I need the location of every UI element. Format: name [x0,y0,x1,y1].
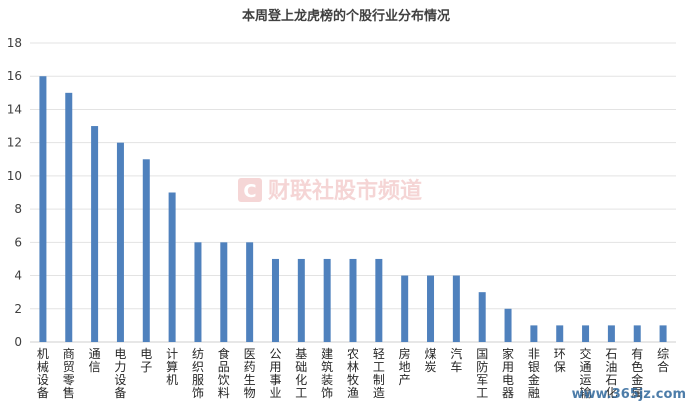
x-tick-label: 有色金属 [631,347,643,400]
bar [168,192,176,342]
bar [297,258,305,342]
x-tick-label: 公用事业 [269,347,281,400]
bar [478,292,486,342]
x-tick-label: 食品饮料 [218,346,230,400]
bar [116,142,124,342]
bar [633,325,641,342]
x-tick-label: 房地产 [399,346,411,387]
x-tick-label: 环保 [554,347,566,374]
x-tick-label: 煤炭 [425,347,437,374]
bar [607,325,615,342]
x-tick-label: 医药生物 [244,347,256,400]
x-tick-label: 通信 [89,347,101,374]
x-tick-label: 轻工制造 [373,347,385,400]
x-tick-label: 计算机 [166,347,178,387]
bar [220,242,228,342]
y-tick-label: 6 [14,235,22,249]
chart-title: 本周登上龙虎榜的个股行业分布情况 [242,8,450,24]
x-tick-label: 汽车 [450,346,462,374]
y-axis: 0 2 4 6 8 10 12 14 16 18 [7,36,22,349]
x-axis: 机械设备 商贸零售 通信 电力设备 电子 计算机 纺织服饰 食品饮料 医药生物 公用事业 基础化工 建… [37,346,669,400]
x-tick-label: 建筑装饰 [321,347,333,400]
bar [91,126,99,342]
bar [194,242,202,342]
x-tick-label: 综合 [657,347,669,374]
y-tick-label: 8 [14,202,22,216]
bars [39,76,667,342]
x-tick-label: 纺织服饰 [192,347,204,400]
bar [246,242,254,342]
x-tick-label: 家用电器 [502,346,514,400]
bar [271,258,279,342]
y-tick-label: 18 [7,36,22,50]
x-tick-label: 交通运输 [580,346,592,400]
x-tick-label: 基础化工 [295,347,307,400]
watermark-logo-icon [238,178,262,202]
bar [556,325,564,342]
bar [452,275,460,342]
watermark: C 财联社股市频道 [238,178,422,204]
x-tick-label: 农林牧渔 [347,347,359,400]
bar [504,308,512,342]
watermark-text: 财联社股市频道 [268,178,422,204]
y-tick-label: 0 [14,335,22,349]
bar [530,325,538,342]
y-tick-label: 14 [7,102,22,116]
grid-lines [30,42,676,343]
x-tick-label: 机械设备 [37,347,49,400]
y-tick-label: 16 [7,69,22,83]
watermark-logo-letter: C [243,181,256,202]
bar [323,258,331,342]
x-tick-label: 非银金融 [528,347,540,400]
x-tick-label: 国防军工 [476,347,488,400]
bar [349,258,357,342]
bar [427,275,435,342]
bar [375,258,383,342]
bar [401,275,409,342]
bar [39,76,47,342]
site-watermark: www.365jz.com [572,387,686,402]
y-tick-label: 10 [7,169,22,183]
bar [142,159,150,342]
x-tick-label: 电力设备 [114,347,126,400]
x-tick-label: 电子 [140,347,152,374]
y-tick-label: 4 [14,269,22,283]
x-tick-label: 石油石化 [605,347,617,400]
bar [659,325,667,342]
bar [582,325,590,342]
y-tick-label: 2 [14,302,22,316]
y-tick-label: 12 [7,136,22,150]
bar [65,92,73,342]
x-tick-label: 商贸零售 [63,346,75,400]
